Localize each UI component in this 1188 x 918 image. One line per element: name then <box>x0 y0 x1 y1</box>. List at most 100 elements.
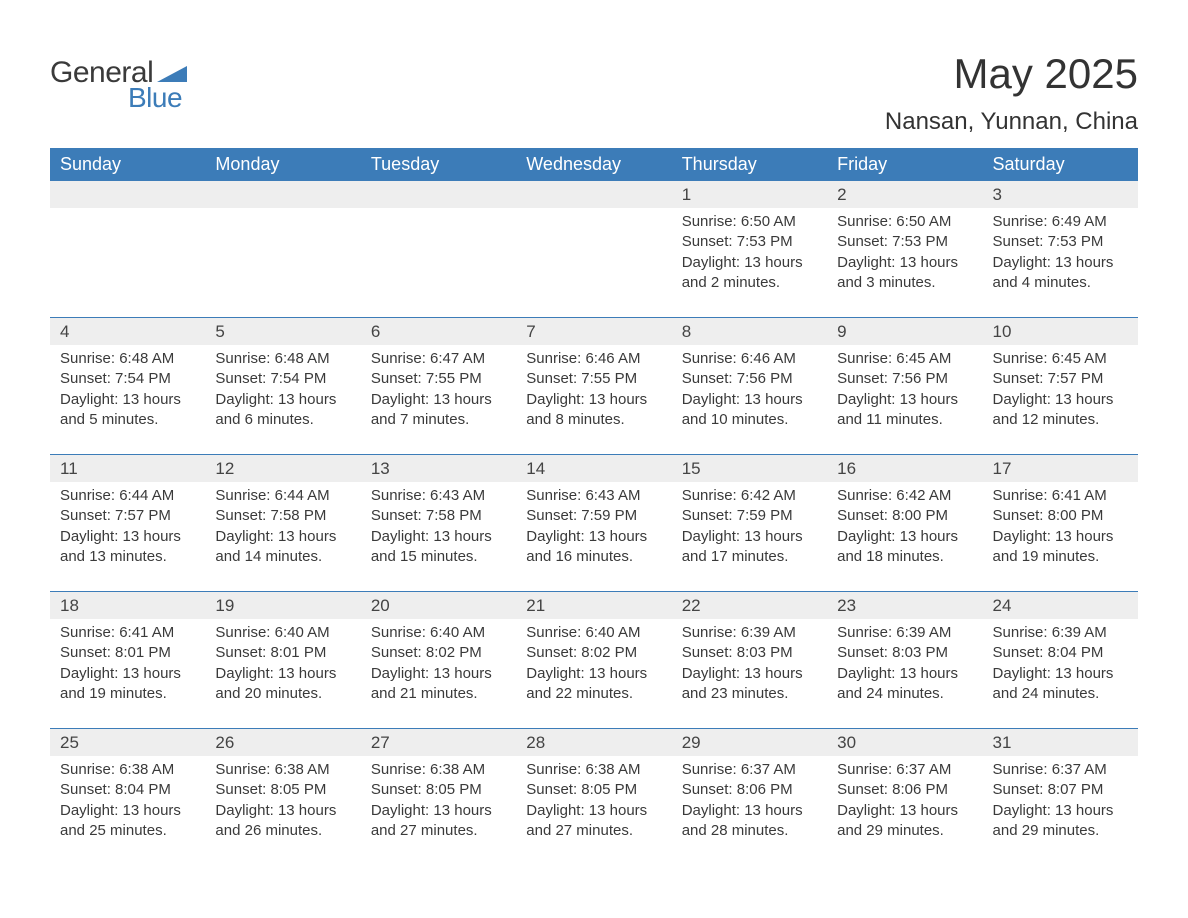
daylight-text: Daylight: 13 hours and 10 minutes. <box>682 390 817 431</box>
daylight-text: Daylight: 13 hours and 8 minutes. <box>526 390 661 431</box>
day-cell <box>205 208 360 318</box>
day-number-cell: 13 <box>361 455 516 483</box>
day-number-cell: 19 <box>205 592 360 620</box>
day-cell: Sunrise: 6:48 AMSunset: 7:54 PMDaylight:… <box>205 345 360 455</box>
day-number-cell: 26 <box>205 729 360 757</box>
daylight-text: Daylight: 13 hours and 15 minutes. <box>371 527 506 568</box>
day-cell: Sunrise: 6:38 AMSunset: 8:05 PMDaylight:… <box>361 756 516 849</box>
daylight-text: Daylight: 13 hours and 18 minutes. <box>837 527 972 568</box>
calendar-body: 1 2 3 Sunrise: 6:50 AM Sunset: 7:53 PM D… <box>50 181 1138 849</box>
day-cell: Sunrise: 6:37 AMSunset: 8:06 PMDaylight:… <box>827 756 982 849</box>
sunset-text: Sunset: 7:58 PM <box>215 506 350 526</box>
sunset-text: Sunset: 7:56 PM <box>682 369 817 389</box>
sunset-text: Sunset: 7:54 PM <box>60 369 195 389</box>
sunset-text: Sunset: 7:55 PM <box>371 369 506 389</box>
day-cell: Sunrise: 6:42 AMSunset: 8:00 PMDaylight:… <box>827 482 982 592</box>
daylight-text: Daylight: 13 hours and 7 minutes. <box>371 390 506 431</box>
sunrise-text: Sunrise: 6:39 AM <box>993 623 1128 643</box>
dow-wednesday: Wednesday <box>516 148 671 181</box>
day-cell <box>50 208 205 318</box>
day-number-cell: 14 <box>516 455 671 483</box>
sunrise-text: Sunrise: 6:37 AM <box>682 760 817 780</box>
day-number-cell: 22 <box>672 592 827 620</box>
daylight-text: Daylight: 13 hours and 4 minutes. <box>993 253 1128 294</box>
day-cell <box>361 208 516 318</box>
day-cell: Sunrise: 6:46 AMSunset: 7:55 PMDaylight:… <box>516 345 671 455</box>
sunrise-text: Sunrise: 6:43 AM <box>371 486 506 506</box>
sunrise-text: Sunrise: 6:45 AM <box>837 349 972 369</box>
sunrise-text: Sunrise: 6:48 AM <box>60 349 195 369</box>
day-number-cell: 2 <box>827 181 982 208</box>
daylight-text: Daylight: 13 hours and 19 minutes. <box>993 527 1128 568</box>
sunset-text: Sunset: 7:55 PM <box>526 369 661 389</box>
sunset-text: Sunset: 7:57 PM <box>60 506 195 526</box>
daylight-text: Daylight: 13 hours and 28 minutes. <box>682 801 817 842</box>
sunrise-text: Sunrise: 6:38 AM <box>526 760 661 780</box>
day-number-cell: 5 <box>205 318 360 346</box>
sunset-text: Sunset: 7:56 PM <box>837 369 972 389</box>
daylight-text: Daylight: 13 hours and 2 minutes. <box>682 253 817 294</box>
day-number-cell: 21 <box>516 592 671 620</box>
day-cell: Sunrise: 6:43 AMSunset: 7:59 PMDaylight:… <box>516 482 671 592</box>
sunset-text: Sunset: 8:02 PM <box>371 643 506 663</box>
day-cell: Sunrise: 6:41 AMSunset: 8:00 PMDaylight:… <box>983 482 1138 592</box>
day-number-cell: 1 <box>672 181 827 208</box>
day-cell: Sunrise: 6:39 AMSunset: 8:03 PMDaylight:… <box>672 619 827 729</box>
daylight-text: Daylight: 13 hours and 25 minutes. <box>60 801 195 842</box>
day-number-cell: 31 <box>983 729 1138 757</box>
day-number-cell: 6 <box>361 318 516 346</box>
sunrise-text: Sunrise: 6:44 AM <box>60 486 195 506</box>
day-number-cell: 24 <box>983 592 1138 620</box>
sunset-text: Sunset: 8:05 PM <box>215 780 350 800</box>
daylight-text: Daylight: 13 hours and 23 minutes. <box>682 664 817 705</box>
day-number-cell: 17 <box>983 455 1138 483</box>
daylight-text: Daylight: 13 hours and 14 minutes. <box>215 527 350 568</box>
sunrise-text: Sunrise: 6:38 AM <box>215 760 350 780</box>
sunrise-text: Sunrise: 6:44 AM <box>215 486 350 506</box>
sunset-text: Sunset: 8:06 PM <box>682 780 817 800</box>
daylight-text: Daylight: 13 hours and 22 minutes. <box>526 664 661 705</box>
week-row-daynums: 1 2 3 <box>50 181 1138 208</box>
day-cell: Sunrise: 6:45 AMSunset: 7:56 PMDaylight:… <box>827 345 982 455</box>
week-row-content: Sunrise: 6:41 AMSunset: 8:01 PMDaylight:… <box>50 619 1138 729</box>
sunset-text: Sunset: 8:07 PM <box>993 780 1128 800</box>
day-number-cell: 27 <box>361 729 516 757</box>
month-title: May 2025 <box>885 50 1138 98</box>
day-cell: Sunrise: 6:50 AM Sunset: 7:53 PM Dayligh… <box>827 208 982 318</box>
day-cell <box>516 208 671 318</box>
week-row-daynums: 11 12 13 14 15 16 17 <box>50 455 1138 483</box>
daylight-text: Daylight: 13 hours and 29 minutes. <box>837 801 972 842</box>
daylight-text: Daylight: 13 hours and 24 minutes. <box>837 664 972 705</box>
day-number-cell <box>516 181 671 208</box>
dow-thursday: Thursday <box>672 148 827 181</box>
day-number-cell <box>50 181 205 208</box>
sunset-text: Sunset: 7:59 PM <box>526 506 661 526</box>
sunset-text: Sunset: 8:05 PM <box>371 780 506 800</box>
logo-word-blue: Blue <box>128 82 187 114</box>
week-row-daynums: 18 19 20 21 22 23 24 <box>50 592 1138 620</box>
sunset-text: Sunset: 7:59 PM <box>682 506 817 526</box>
sunrise-text: Sunrise: 6:48 AM <box>215 349 350 369</box>
sunrise-text: Sunrise: 6:45 AM <box>993 349 1128 369</box>
daylight-text: Daylight: 13 hours and 29 minutes. <box>993 801 1128 842</box>
title-block: May 2025 Nansan, Yunnan, China <box>885 50 1138 136</box>
daylight-text: Daylight: 13 hours and 3 minutes. <box>837 253 972 294</box>
sunset-text: Sunset: 7:53 PM <box>993 232 1128 252</box>
sunset-text: Sunset: 7:58 PM <box>371 506 506 526</box>
week-row-content: Sunrise: 6:44 AMSunset: 7:57 PMDaylight:… <box>50 482 1138 592</box>
day-number-cell: 25 <box>50 729 205 757</box>
dow-sunday: Sunday <box>50 148 205 181</box>
day-cell: Sunrise: 6:39 AMSunset: 8:03 PMDaylight:… <box>827 619 982 729</box>
day-cell: Sunrise: 6:37 AMSunset: 8:07 PMDaylight:… <box>983 756 1138 849</box>
week-row-content: Sunrise: 6:38 AMSunset: 8:04 PMDaylight:… <box>50 756 1138 849</box>
sunrise-text: Sunrise: 6:39 AM <box>837 623 972 643</box>
sunset-text: Sunset: 8:06 PM <box>837 780 972 800</box>
day-number-cell <box>361 181 516 208</box>
day-number-cell: 30 <box>827 729 982 757</box>
day-number-cell: 23 <box>827 592 982 620</box>
day-number-cell: 16 <box>827 455 982 483</box>
sunset-text: Sunset: 8:02 PM <box>526 643 661 663</box>
day-cell: Sunrise: 6:44 AMSunset: 7:58 PMDaylight:… <box>205 482 360 592</box>
sunrise-text: Sunrise: 6:50 AM <box>682 212 817 232</box>
sunset-text: Sunset: 8:03 PM <box>837 643 972 663</box>
